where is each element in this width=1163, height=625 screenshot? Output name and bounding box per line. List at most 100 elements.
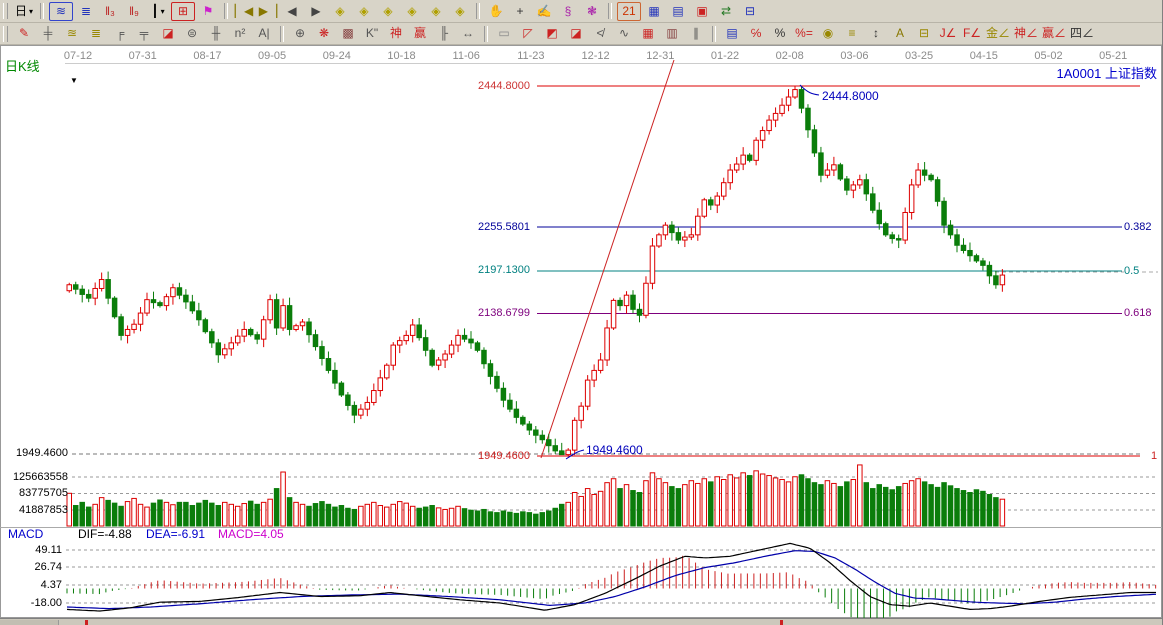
- price-label-fib382: 2255.5801: [478, 221, 530, 233]
- shen-grid-tool-button[interactable]: 神: [389, 26, 402, 40]
- gann-fan-tool-button[interactable]: ◸: [523, 26, 533, 40]
- save-button[interactable]: ▣: [696, 3, 708, 18]
- spider-web-tool-button[interactable]: ❋: [318, 26, 330, 40]
- percent-tool-button[interactable]: %: [774, 26, 786, 40]
- toolbar-separator: [484, 25, 488, 42]
- volume-axis-125m: 125663558: [12, 471, 68, 483]
- toolbar-separator: [608, 3, 612, 19]
- macd-axis-4: 4.37: [40, 579, 62, 591]
- updown-arrow-tool-button[interactable]: ↕: [873, 26, 879, 40]
- golden-horizontal-tool-button[interactable]: ≊: [66, 26, 78, 40]
- shaded-box-tool-button[interactable]: ◪: [570, 26, 582, 40]
- parallel-lines-tool-button[interactable]: ∥: [693, 26, 699, 40]
- symbol-label: 1A0001 上证指数: [1057, 67, 1157, 80]
- golden-section-tool-button[interactable]: ≣: [90, 26, 102, 40]
- macd-dea-value: DEA=-6.91: [146, 527, 206, 541]
- zoom-in-h-button[interactable]: ◈: [383, 3, 393, 18]
- web-box-tool-button[interactable]: ▩: [342, 26, 354, 40]
- ying-angle-tool-button[interactable]: 赢∠: [1042, 26, 1067, 40]
- pan-left-button[interactable]: ◈: [335, 3, 345, 18]
- grid-tool-button[interactable]: ╫: [211, 26, 221, 40]
- date-tick-label: 10-18: [387, 50, 416, 62]
- feng-grid-tool-button[interactable]: ╟: [439, 26, 449, 40]
- line-grid-tool-button[interactable]: ╪: [43, 26, 53, 40]
- zoom-out-h-button[interactable]: ◈: [407, 3, 417, 18]
- text-tool-button[interactable]: A|: [258, 26, 270, 40]
- analysis-net-button[interactable]: ❃: [586, 3, 598, 18]
- volume-axis-41m: 41887853: [19, 504, 68, 516]
- pan-right-button[interactable]: ◈: [359, 3, 369, 18]
- export-button[interactable]: ⇄: [720, 3, 732, 18]
- percent-retrace-tool-button[interactable]: ℅: [750, 26, 762, 40]
- ruler-tool-button[interactable]: ↔: [462, 26, 474, 40]
- band-lines-tool-button[interactable]: ╤: [139, 26, 149, 40]
- date-tick-label: 07-31: [128, 50, 157, 62]
- price-axis-low: 1949.4600: [16, 447, 68, 459]
- gold-bar-tool-button[interactable]: ⊟: [918, 26, 930, 40]
- eraser-tool-button[interactable]: ◪: [162, 26, 174, 40]
- angle-fan-tool-button[interactable]: ≮: [596, 26, 604, 40]
- zigzag-tool-button[interactable]: ∿: [618, 26, 630, 40]
- percent-lines-tool-button[interactable]: ╒: [115, 26, 125, 40]
- ying-grid-tool-button[interactable]: 赢: [413, 26, 426, 40]
- expand-spacing-button[interactable]: ◈: [431, 3, 441, 18]
- calculator-button[interactable]: ▦: [648, 3, 660, 18]
- shen-angle-tool-button[interactable]: 神∠: [1014, 26, 1039, 40]
- gold-coin-tool-button[interactable]: ◉: [822, 26, 834, 40]
- fib-zone-tool-button[interactable]: n²: [234, 26, 246, 40]
- prev-bar-button[interactable]: ◀: [287, 3, 297, 18]
- gold-angle-tool-button[interactable]: 金∠: [986, 26, 1011, 40]
- period-day-button[interactable]: 日 ▾: [13, 2, 35, 21]
- j-angle-tool-button[interactable]: J∠: [939, 26, 957, 40]
- fib-ratio-500: 0.5: [1124, 265, 1140, 277]
- notepad-button[interactable]: ▤: [672, 3, 684, 18]
- gann-circle-tool-button[interactable]: ⊕: [294, 26, 306, 40]
- fan-box-tool-button[interactable]: ◩: [546, 26, 558, 40]
- f10-info-button[interactable]: ≣: [80, 3, 92, 18]
- letter-angle-tool-button[interactable]: A: [895, 26, 904, 40]
- first-screen-button[interactable]: ▏◀: [234, 3, 254, 18]
- calendar-button[interactable]: 21: [617, 1, 641, 21]
- stamp-tool-button[interactable]: §: [564, 3, 572, 18]
- si-angle-tool-button[interactable]: 四∠: [1070, 26, 1095, 40]
- scrollbar-thumb[interactable]: [0, 620, 59, 625]
- percent-line-tool-button[interactable]: %=: [795, 26, 813, 40]
- gold-line-tool-button[interactable]: ≡: [848, 26, 856, 40]
- overlay-trend-button[interactable]: ≋: [49, 1, 73, 21]
- kline-9-button[interactable]: ǁ₉: [129, 3, 139, 18]
- kline-3-button[interactable]: ǁ₃: [105, 3, 115, 18]
- last-screen-button[interactable]: ▶▕: [258, 3, 278, 18]
- macd-axis-49: 49.11: [35, 544, 62, 556]
- box-range-tool-button[interactable]: ▭: [498, 26, 510, 40]
- f-angle-tool-button[interactable]: F∠: [962, 26, 982, 40]
- toolbar-grip[interactable]: [3, 25, 8, 42]
- hand-tool-button[interactable]: ✋: [488, 3, 504, 18]
- cycle-lines-tool-button[interactable]: ⊜: [186, 26, 198, 40]
- gann-box-tool-button[interactable]: ▥: [666, 26, 678, 40]
- date-tick-label: 01-22: [710, 50, 740, 62]
- scrollbar-data-mark: [780, 620, 783, 625]
- macd-axis-26: 26.74: [34, 561, 62, 573]
- indicator-pane-button[interactable]: ⊞: [171, 1, 195, 21]
- period-dropdown-caret[interactable]: ▼: [70, 76, 78, 85]
- candle-style-button[interactable]: ┃ ▾: [147, 2, 169, 21]
- scrollbar-data-mark: [85, 620, 88, 625]
- indicator-list-button[interactable]: ▤: [726, 26, 738, 40]
- macd-title[interactable]: MACD: [8, 527, 44, 541]
- crosshair-tool-button[interactable]: +: [516, 3, 524, 18]
- macd-hist-value: MACD=4.05: [218, 527, 284, 541]
- pen-tool-button[interactable]: ✎: [18, 26, 30, 40]
- toolbar-separator: [476, 3, 480, 19]
- next-bar-button[interactable]: ▶: [311, 3, 321, 18]
- color-flag-button[interactable]: ⚑: [202, 3, 214, 18]
- kline-mark-tool-button[interactable]: K": [365, 26, 379, 40]
- toolbar-grip[interactable]: [3, 3, 8, 19]
- date-tick-label: 11-06: [452, 50, 480, 62]
- position-scrollbar[interactable]: [0, 618, 1162, 625]
- dropdown-caret-icon: ▾: [160, 6, 165, 16]
- shrink-spacing-button[interactable]: ◈: [455, 3, 465, 18]
- period-label[interactable]: 日K线: [5, 59, 40, 74]
- gann-grid-tool-button[interactable]: ▦: [642, 26, 654, 40]
- print-button[interactable]: ⊟: [744, 3, 756, 18]
- mark-tool-button[interactable]: ✍: [536, 3, 552, 18]
